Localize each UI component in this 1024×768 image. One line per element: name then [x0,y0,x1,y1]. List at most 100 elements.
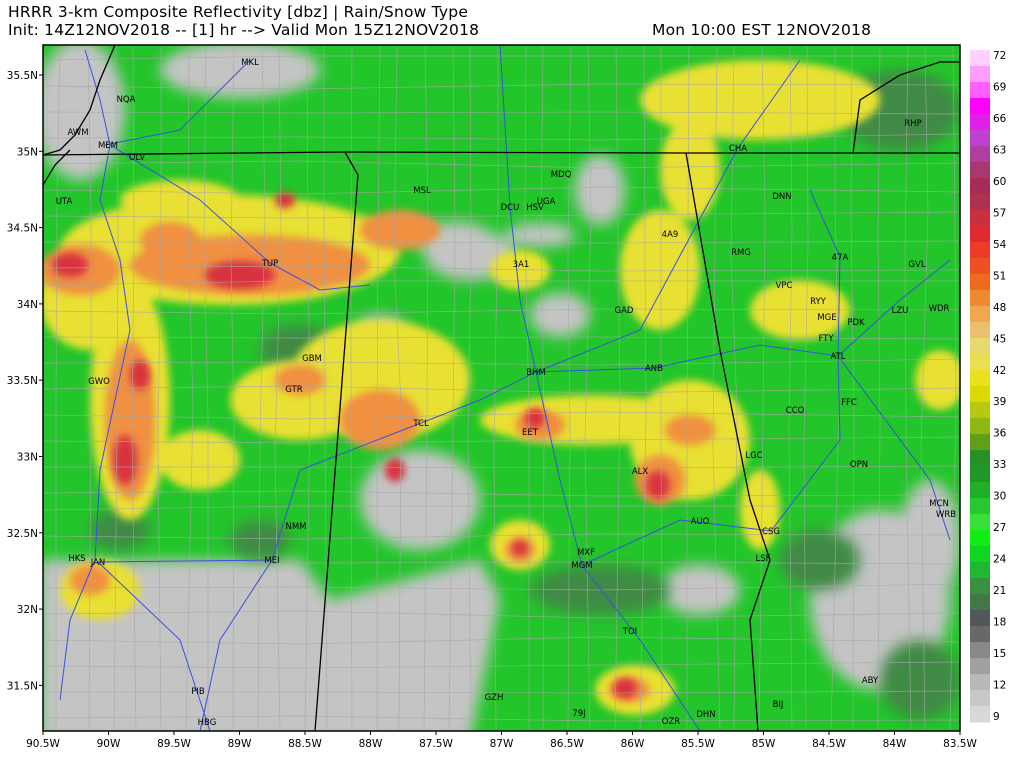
heavy-echo-area [660,120,720,220]
colorbar-label: 54 [993,239,1007,251]
colorbar-swatch [970,162,990,179]
station-label: MEM [98,141,118,151]
intense-echo-area [275,365,325,395]
colorbar-label: 72 [993,50,1006,62]
severe-echo-area [385,458,405,482]
intense-echo-area [665,415,715,445]
colorbar-swatch [970,274,990,291]
colorbar-swatch [970,434,990,451]
lon-tick-label: 87.5W [419,738,453,750]
colorbar-label: 60 [993,176,1006,188]
light-echo-area [780,530,860,590]
station-label: GVL [908,260,925,270]
station-label: BHM [526,368,546,378]
station-label: NMM [285,522,306,532]
station-label: HKS [68,554,85,564]
colorbar-label: 33 [993,459,1006,471]
colorbar-swatch [970,658,990,675]
station-label: RHP [904,119,921,129]
lon-tick-label: 89.5W [157,738,191,750]
no-echo-area [160,45,320,98]
colorbar-label: 27 [993,522,1006,534]
station-label: DCU [501,203,520,213]
station-label: WDR [929,304,950,314]
colorbar-swatch [970,594,990,611]
colorbar-swatch [970,706,990,723]
lat-tick-label: 31.5N [7,680,38,692]
severe-echo-area [52,253,88,277]
severe-echo-area [613,678,637,698]
lon-tick-label: 88W [359,738,383,750]
station-label: AWM [67,128,88,138]
colorbar-label: 57 [993,207,1006,219]
light-echo-area [90,510,150,550]
no-echo-area [575,155,625,225]
colorbar-swatch [970,546,990,563]
light-echo-area [230,520,290,560]
colorbar-swatch [970,114,990,131]
heavy-echo-area [120,180,240,220]
station-label: HBG [198,718,217,728]
station-label: CCO [786,406,805,416]
severe-echo-area [512,540,528,556]
colorbar-label: 48 [993,302,1006,314]
colorbar-label: 21 [993,585,1006,597]
longitude-axis: 90.5W 90W 89.5W 89W 88.5W 88W 87.5W 87W 86.5W 86W… [26,731,977,750]
colorbar-swatch [970,306,990,323]
highway-line [535,259,951,373]
colorbar-label: 69 [993,81,1006,93]
station-label: HSV [526,203,544,213]
state-border [685,152,771,731]
station-label: UTA [56,197,73,207]
no-echo-area [43,45,125,180]
station-label: DHN [696,710,715,720]
station-label: ATL [830,352,845,362]
station-label: FFC [841,398,857,408]
heavy-echo-area [915,350,960,410]
state-border [43,149,71,186]
station-label: 47A [832,253,849,263]
colorbar-swatch [970,338,990,355]
colorbar-swatch [970,258,990,275]
colorbar-swatch [970,402,990,419]
station-label: ABY [862,676,879,686]
heavy-echo-area [160,430,240,490]
lon-tick-label: 90W [97,738,121,750]
lat-tick-label: 34N [17,299,38,311]
colorbar-swatch [970,50,990,67]
colorbar-swatch [970,674,990,691]
highway-line [109,144,371,291]
station-label: JAN [90,558,106,568]
station-label: OPN [850,460,868,470]
colorbar-swatch [970,610,990,627]
no-echo-area [505,223,575,247]
latitude-axis: 35.5N 35N 34.5N 34N 33.5N 33N 32.5N 32N 31.5N [7,70,43,692]
lon-tick-label: 86W [621,738,645,750]
severe-echo-area [646,471,670,499]
station-label: EET [522,428,539,438]
colorbar-label: 12 [993,680,1006,692]
lon-tick-label: 85.5W [681,738,715,750]
station-label: DNN [772,192,791,202]
no-echo-area [360,450,480,550]
station-label: GZH [485,693,504,703]
colorbar-swatch [970,642,990,659]
highway-line [199,371,537,731]
station-label: MEI [264,556,279,566]
station-label: MKL [241,58,259,68]
highway-line [104,59,251,146]
lon-tick-label: 87W [490,738,514,750]
lon-tick-label: 90.5W [26,738,60,750]
station-label: LSF [755,554,770,564]
colorbar-swatch [970,562,990,579]
colorbar-swatch [970,66,990,83]
heavy-echo-area [620,210,700,330]
station-label: AUO [691,517,710,527]
highway-line [97,559,273,563]
highway-line [809,189,841,357]
highway-line [97,561,211,731]
station-label: GAD [615,306,634,316]
colorbar-swatch [970,210,990,227]
colorbar-swatch [970,290,990,307]
